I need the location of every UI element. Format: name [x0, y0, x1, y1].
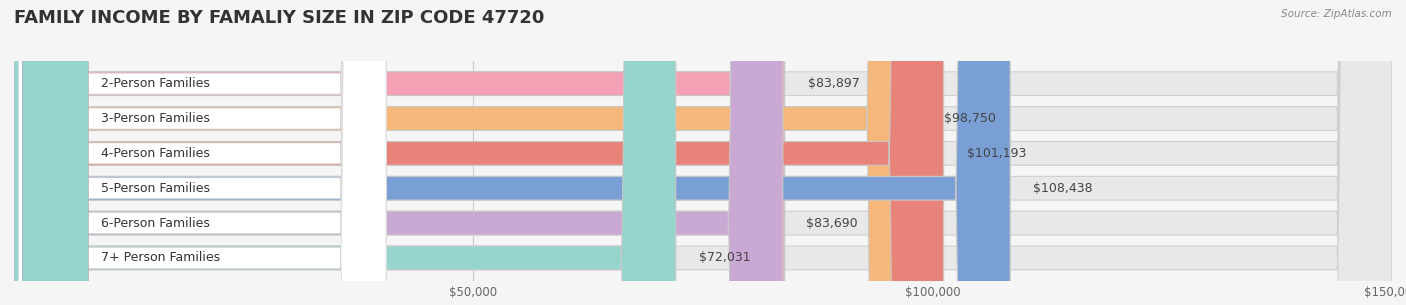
Text: $98,750: $98,750	[945, 112, 995, 125]
FancyBboxPatch shape	[14, 0, 921, 305]
FancyBboxPatch shape	[14, 0, 1010, 305]
Circle shape	[24, 0, 87, 305]
Text: 5-Person Families: 5-Person Families	[101, 182, 211, 195]
FancyBboxPatch shape	[14, 0, 1392, 305]
Text: 7+ Person Families: 7+ Person Families	[101, 251, 221, 264]
Text: 3-Person Families: 3-Person Families	[101, 112, 211, 125]
FancyBboxPatch shape	[14, 0, 1392, 305]
FancyBboxPatch shape	[14, 0, 1392, 305]
Circle shape	[24, 0, 87, 305]
FancyBboxPatch shape	[18, 0, 387, 305]
Text: $108,438: $108,438	[1033, 182, 1092, 195]
Text: $72,031: $72,031	[699, 251, 751, 264]
Circle shape	[24, 0, 87, 305]
Text: FAMILY INCOME BY FAMALIY SIZE IN ZIP CODE 47720: FAMILY INCOME BY FAMALIY SIZE IN ZIP COD…	[14, 9, 544, 27]
Text: Source: ZipAtlas.com: Source: ZipAtlas.com	[1281, 9, 1392, 19]
FancyBboxPatch shape	[18, 0, 387, 305]
FancyBboxPatch shape	[18, 0, 387, 305]
FancyBboxPatch shape	[14, 0, 785, 305]
FancyBboxPatch shape	[14, 0, 1392, 305]
FancyBboxPatch shape	[14, 0, 783, 305]
Text: $101,193: $101,193	[966, 147, 1026, 160]
Text: 2-Person Families: 2-Person Families	[101, 77, 211, 90]
Text: 4-Person Families: 4-Person Families	[101, 147, 211, 160]
Circle shape	[24, 0, 87, 305]
FancyBboxPatch shape	[14, 0, 676, 305]
Circle shape	[24, 0, 87, 305]
FancyBboxPatch shape	[14, 0, 943, 305]
FancyBboxPatch shape	[18, 0, 387, 305]
FancyBboxPatch shape	[18, 0, 387, 305]
Text: 6-Person Families: 6-Person Families	[101, 217, 211, 230]
FancyBboxPatch shape	[18, 0, 387, 305]
Circle shape	[24, 0, 87, 305]
FancyBboxPatch shape	[14, 0, 1392, 305]
Text: $83,897: $83,897	[807, 77, 859, 90]
FancyBboxPatch shape	[14, 0, 1392, 305]
Text: $83,690: $83,690	[806, 217, 858, 230]
